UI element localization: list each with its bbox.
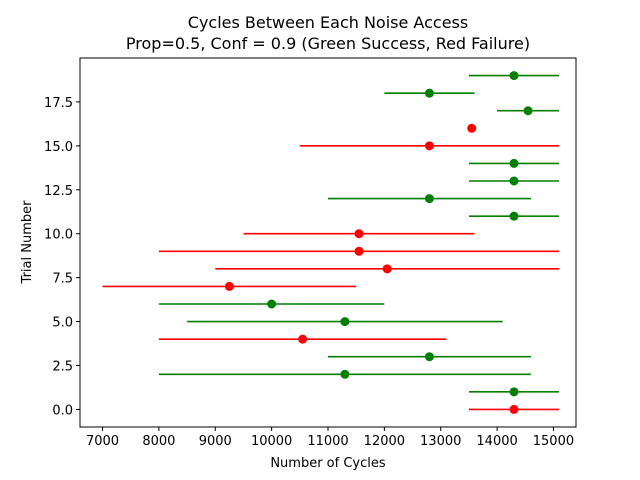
x-axis: 7000 8000 9000 10000 11000 12000 13000 14000 150…: [86, 427, 574, 449]
y-tick-label: 15.0: [44, 140, 73, 155]
plot-frame: [79, 57, 577, 428]
y-tick-label: 10.0: [44, 228, 73, 243]
point-trial-5: [340, 317, 350, 327]
point-trial-13: [509, 176, 519, 186]
y-tick-label: 7.5: [52, 272, 73, 287]
point-trial-17: [523, 106, 533, 116]
chart-title: Cycles Between Each Noise Access: [188, 13, 468, 32]
y-axis: 0.0 2.5 5.0 7.5 10.0 12.5 15.0 17.5: [44, 96, 80, 418]
point-trial-8: [382, 264, 392, 274]
point-trial-11: [509, 211, 519, 221]
x-tick-label: 7000: [86, 434, 119, 449]
data-marks: [102, 71, 560, 414]
point-trial-18: [424, 88, 434, 98]
chart-subtitle: Prop=0.5, Conf = 0.9 (Green Success, Red…: [126, 34, 530, 53]
y-tick-label: 17.5: [44, 96, 73, 111]
point-trial-0: [509, 404, 519, 414]
y-tick-label: 12.5: [44, 184, 73, 199]
x-axis-label: Number of Cycles: [270, 456, 386, 471]
point-trial-15: [424, 141, 434, 151]
x-tick-label: 14000: [476, 434, 517, 449]
point-trial-3: [424, 352, 434, 362]
x-tick-label: 13000: [420, 434, 461, 449]
point-trial-14: [509, 158, 519, 168]
point-trial-16: [467, 123, 477, 133]
x-tick-label: 10000: [251, 434, 292, 449]
y-tick-label: 0.0: [52, 403, 73, 418]
point-trial-19: [509, 71, 519, 81]
point-trial-4: [298, 334, 308, 344]
x-tick-label: 8000: [142, 434, 175, 449]
x-tick-label: 11000: [307, 434, 348, 449]
point-trial-2: [340, 369, 350, 379]
point-trial-12: [424, 194, 434, 204]
point-trial-10: [354, 229, 364, 239]
x-tick-label: 12000: [364, 434, 405, 449]
y-tick-label: 2.5: [52, 360, 73, 375]
x-tick-label: 9000: [199, 434, 232, 449]
point-trial-7: [224, 281, 234, 291]
point-trial-6: [267, 299, 277, 309]
y-tick-label: 5.0: [52, 316, 73, 331]
point-trial-1: [509, 387, 519, 397]
y-axis-label: Trial Number: [20, 200, 35, 285]
x-tick-label: 15000: [533, 434, 574, 449]
point-trial-9: [354, 246, 364, 256]
